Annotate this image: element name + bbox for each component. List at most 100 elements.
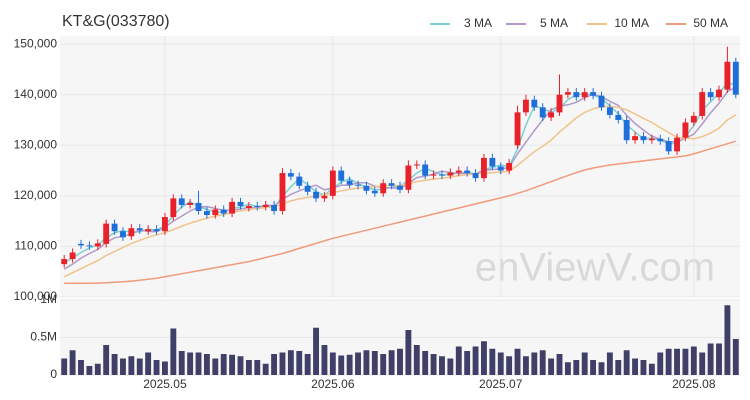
candle-body [581, 92, 588, 98]
volume-bar [178, 351, 185, 375]
volume-bar [220, 354, 227, 375]
volume-bar [61, 358, 68, 375]
volume-bar [489, 348, 496, 375]
volume-bar [262, 363, 269, 375]
volume-bar [371, 351, 378, 375]
volume-bar [405, 330, 412, 375]
volume-bar [120, 358, 126, 375]
volume-bar [573, 360, 580, 375]
candle-body [548, 112, 555, 118]
volume-bar [590, 360, 597, 375]
volume-bar [598, 362, 605, 375]
volume-bar [564, 362, 571, 375]
volume-bar [203, 354, 210, 375]
candle-body [497, 166, 504, 171]
candle-body [355, 184, 361, 186]
y-tick-label: 110,000 [15, 239, 58, 253]
volume-bar [304, 354, 311, 375]
volume-bar [514, 348, 521, 375]
volume-bar [187, 352, 194, 375]
candle-body [86, 245, 93, 247]
candle-body [78, 243, 84, 246]
chart-title: KT&G(033780) [62, 13, 170, 30]
y-tick-label: 150,000 [14, 36, 58, 50]
candle-body [472, 173, 479, 179]
candle-body [598, 95, 605, 108]
volume-bar [145, 352, 152, 375]
candle-body [674, 137, 680, 152]
volume-bar [245, 360, 252, 375]
volume-bar [355, 352, 361, 375]
candle-body [422, 164, 429, 176]
volume-bar [229, 354, 236, 375]
volume-bar [237, 356, 244, 375]
volume-bar [86, 366, 93, 375]
volume-bar [455, 346, 462, 375]
volume-bar [338, 355, 345, 375]
volume-bar [363, 350, 370, 375]
candle-body [321, 195, 328, 199]
candle-body [405, 165, 412, 190]
volume-bar [539, 350, 546, 375]
volume-bar [321, 345, 328, 375]
candle-body [388, 183, 395, 186]
y-tick-label: 0 [50, 367, 57, 381]
candle-body [615, 114, 622, 120]
candle-body [178, 198, 185, 205]
volume-bar [548, 358, 555, 375]
volume-bar [732, 339, 739, 375]
volume-bar [136, 358, 143, 375]
legend-label: 10 MA [614, 16, 649, 30]
candle-body [237, 201, 244, 206]
candle-body [271, 204, 278, 212]
candle-body [203, 211, 210, 216]
y-tick-label: 120,000 [14, 188, 58, 202]
candle-body [371, 190, 378, 194]
legend-label: 5 MA [540, 16, 568, 30]
candle-body [590, 92, 597, 96]
x-tick-label: 2025.05 [143, 377, 187, 391]
volume-bar [128, 356, 135, 375]
candle-body [648, 138, 655, 141]
candle-body [556, 94, 563, 113]
candle-body [170, 198, 177, 218]
candle-body [212, 209, 219, 216]
volume-bar [422, 351, 429, 375]
volume-bar [346, 354, 353, 375]
y-tick-label: 100,000 [14, 289, 58, 303]
candle-body [464, 170, 471, 174]
candle-body [94, 243, 101, 247]
candle-body [187, 202, 194, 205]
candle-body [481, 157, 487, 179]
volume-bar [329, 352, 336, 375]
candle-body [69, 252, 76, 260]
candle-body [254, 205, 261, 207]
candle-body [564, 92, 571, 95]
candle-body [632, 136, 638, 141]
volume-bar [439, 356, 445, 375]
candle-body [338, 170, 345, 181]
volume-bar [313, 327, 319, 375]
candle-body [623, 119, 630, 141]
candle-body [120, 231, 126, 238]
x-tick-label: 2025.07 [479, 377, 523, 391]
candle-body [397, 185, 403, 190]
candle-body [657, 138, 664, 142]
volume-bar [531, 352, 538, 375]
candle-body [304, 185, 311, 192]
volume-bar [153, 360, 160, 375]
volume-bar [623, 350, 630, 375]
volume-bar [665, 348, 672, 375]
legend-label: 50 MA [693, 16, 728, 30]
candle-body [245, 205, 252, 208]
volume-bar [271, 354, 278, 375]
volume-bar [606, 352, 613, 375]
candle-body [262, 204, 269, 207]
volume-bar [690, 346, 697, 375]
volume-bar [413, 345, 420, 375]
watermark: enViewV.com [475, 246, 715, 290]
candle-body [153, 229, 160, 232]
candle-body [455, 170, 462, 173]
candle-body [531, 99, 538, 108]
candle-body [606, 107, 613, 115]
